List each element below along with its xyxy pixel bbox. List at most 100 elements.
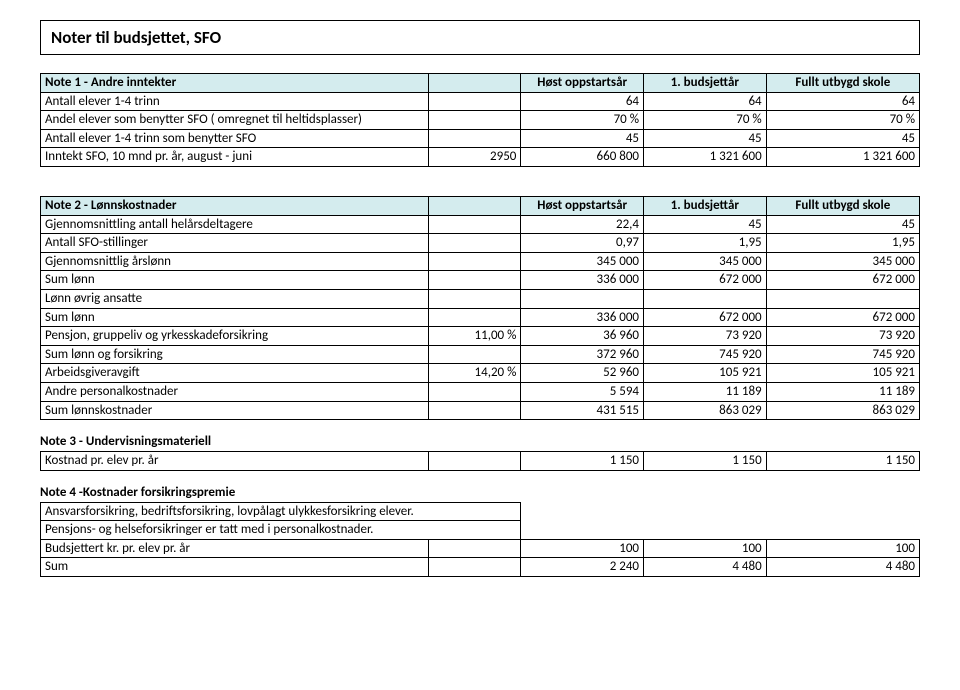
cell (766, 502, 919, 521)
table-note2: Note 2 - Lønnskostnader Høst oppstartsår… (40, 196, 920, 420)
cell: 45 (644, 129, 767, 148)
cell: 672 000 (644, 271, 767, 290)
cell (429, 215, 521, 234)
cell (429, 92, 521, 111)
header-label: Note 1 - Andre inntekter (41, 74, 429, 93)
table-row: Sum lønn 336 000 672 000 672 000 (41, 271, 920, 290)
cell: 672 000 (644, 308, 767, 327)
cell (766, 521, 919, 540)
header-c: Høst oppstartsår (521, 74, 644, 93)
header-e: Fullt utbygd skole (766, 196, 919, 215)
cell: 64 (521, 92, 644, 111)
cell: 14,20 % (429, 364, 521, 383)
cell-label: Gjennomsnittling antall helårsdeltagere (41, 215, 429, 234)
cell-label: Pensjons- og helseforsikringer er tatt m… (41, 521, 521, 540)
cell-label: Ansvarsforsikring, bedriftsforsikring, l… (41, 502, 521, 521)
cell-label: Andel elever som benytter SFO ( omregnet… (41, 111, 429, 130)
table-row: Sum lønnskostnader 431 515 863 029 863 0… (41, 401, 920, 420)
cell: 1,95 (766, 234, 919, 253)
cell: 660 800 (521, 148, 644, 167)
table-row: Gjennomsnittlig årslønn 345 000 345 000 … (41, 252, 920, 271)
cell: 22,4 (521, 215, 644, 234)
cell: 345 000 (521, 252, 644, 271)
cell: 372 960 (521, 345, 644, 364)
cell (429, 345, 521, 364)
cell: 70 % (521, 111, 644, 130)
cell: 863 029 (766, 401, 919, 420)
cell: 5 594 (521, 382, 644, 401)
cell (429, 308, 521, 327)
header-d: 1. budsjettår (644, 196, 767, 215)
cell: 1 150 (766, 452, 919, 471)
cell: 73 920 (766, 327, 919, 346)
cell: 672 000 (766, 271, 919, 290)
title-box: Noter til budsjettet, SFO (40, 20, 920, 55)
cell-label: Sum lønn (41, 308, 429, 327)
cell: 4 480 (766, 558, 919, 577)
cell: 36 960 (521, 327, 644, 346)
cell: 105 921 (644, 364, 767, 383)
cell: 105 921 (766, 364, 919, 383)
cell (521, 521, 644, 540)
cell-label: Budsjettert kr. pr. elev pr. år (41, 539, 429, 558)
cell: 672 000 (766, 308, 919, 327)
table-row: Pensjons- og helseforsikringer er tatt m… (41, 521, 920, 540)
cell (429, 129, 521, 148)
cell: 64 (644, 92, 767, 111)
cell-label: Sum lønn og forsikring (41, 345, 429, 364)
table-row: Antall elever 1-4 trinn 64 64 64 (41, 92, 920, 111)
header-d: 1. budsjettår (644, 74, 767, 93)
cell-label: Inntekt SFO, 10 mnd pr. år, august - jun… (41, 148, 429, 167)
cell-label: Arbeidsgiveravgift (41, 364, 429, 383)
table-header-row: Note 2 - Lønnskostnader Høst oppstartsår… (41, 196, 920, 215)
cell-label: Sum (41, 558, 429, 577)
cell: 45 (766, 129, 919, 148)
cell-label: Antall SFO-stillinger (41, 234, 429, 253)
cell: 45 (766, 215, 919, 234)
cell-label: Sum lønn (41, 271, 429, 290)
cell-label: Antall elever 1-4 trinn som benytter SFO (41, 129, 429, 148)
cell: 863 029 (644, 401, 767, 420)
cell (429, 539, 521, 558)
table-row: Arbeidsgiveravgift 14,20 % 52 960 105 92… (41, 364, 920, 383)
table-note3: Kostnad pr. elev pr. år 1 150 1 150 1 15… (40, 451, 920, 471)
cell-label: Sum lønnskostnader (41, 401, 429, 420)
table-row: Inntekt SFO, 10 mnd pr. år, august - jun… (41, 148, 920, 167)
cell: 2 240 (521, 558, 644, 577)
cell: 100 (521, 539, 644, 558)
cell: 45 (644, 215, 767, 234)
table-row: Lønn øvrig ansatte (41, 289, 920, 308)
cell (521, 502, 644, 521)
cell: 1 150 (521, 452, 644, 471)
header-e: Fullt utbygd skole (766, 74, 919, 93)
cell-label: Antall elever 1-4 trinn (41, 92, 429, 111)
header-blank (429, 196, 521, 215)
cell (429, 252, 521, 271)
table-row: Gjennomsnittling antall helårsdeltagere … (41, 215, 920, 234)
cell: 11,00 % (429, 327, 521, 346)
table-row: Andel elever som benytter SFO ( omregnet… (41, 111, 920, 130)
cell: 1,95 (644, 234, 767, 253)
cell-label: Andre personalkostnader (41, 382, 429, 401)
cell: 745 920 (644, 345, 767, 364)
cell (644, 521, 767, 540)
cell: 52 960 (521, 364, 644, 383)
page-title: Noter til budsjettet, SFO (51, 27, 221, 48)
cell: 1 321 600 (644, 148, 767, 167)
cell-label: Lønn øvrig ansatte (41, 289, 429, 308)
cell: 1 321 600 (766, 148, 919, 167)
cell-label: Gjennomsnittlig årslønn (41, 252, 429, 271)
cell (644, 502, 767, 521)
table-note1: Note 1 - Andre inntekter Høst oppstartså… (40, 73, 920, 167)
cell: 70 % (766, 111, 919, 130)
header-blank (429, 74, 521, 93)
cell (429, 289, 521, 308)
table-row: Antall elever 1-4 trinn som benytter SFO… (41, 129, 920, 148)
table-header-row: Note 1 - Andre inntekter Høst oppstartså… (41, 74, 920, 93)
cell: 4 480 (644, 558, 767, 577)
cell (429, 401, 521, 420)
table-row: Budsjettert kr. pr. elev pr. år 100 100 … (41, 539, 920, 558)
cell: 64 (766, 92, 919, 111)
cell-label: Pensjon, gruppeliv og yrkesskadeforsikri… (41, 327, 429, 346)
cell: 1 150 (644, 452, 767, 471)
